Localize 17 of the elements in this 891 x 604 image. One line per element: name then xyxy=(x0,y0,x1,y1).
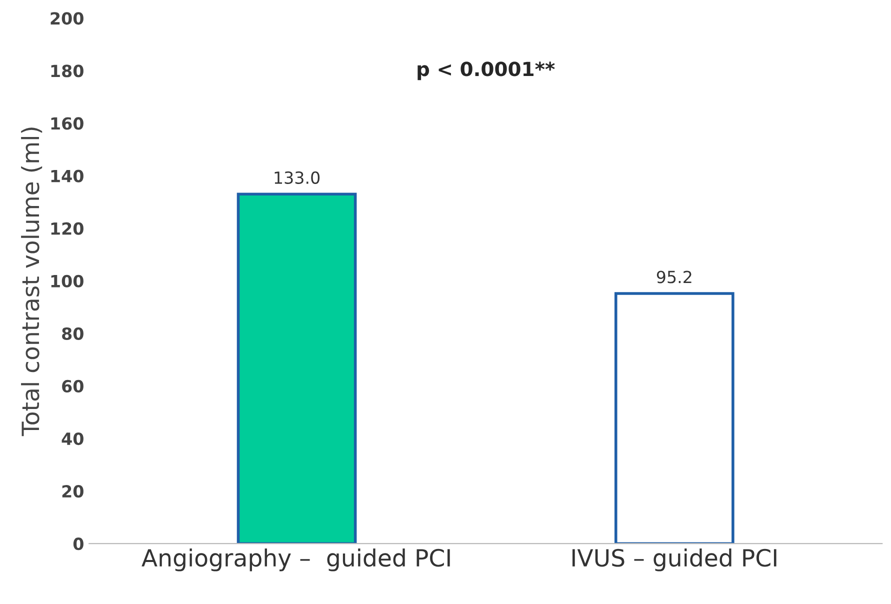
y-tick-label: 120 xyxy=(51,222,84,235)
y-tick-label: 40 xyxy=(62,432,84,446)
y-tick-label: 140 xyxy=(51,170,84,182)
y-axis-title: Total contrast volume (ml) xyxy=(21,128,42,436)
data-label: 95.2 xyxy=(656,270,692,284)
y-tick-label: 0 xyxy=(73,538,84,550)
x-tick-label: IVUS – guided PCI xyxy=(572,548,776,572)
y-tick-label: 100 xyxy=(51,274,84,288)
y-tick-label: 200 xyxy=(50,12,84,25)
annotation: p < 0.0001** xyxy=(418,62,555,80)
y-tick-label: 80 xyxy=(62,327,84,340)
y-tick-label: 60 xyxy=(62,380,84,393)
x-tick-label: Angiography – guided PCI xyxy=(142,548,450,572)
y-tick-label: 160 xyxy=(51,117,84,130)
data-label: 133.0 xyxy=(274,171,320,184)
y-tick-label: 20 xyxy=(62,485,84,498)
y-tick-label: 180 xyxy=(51,64,84,78)
